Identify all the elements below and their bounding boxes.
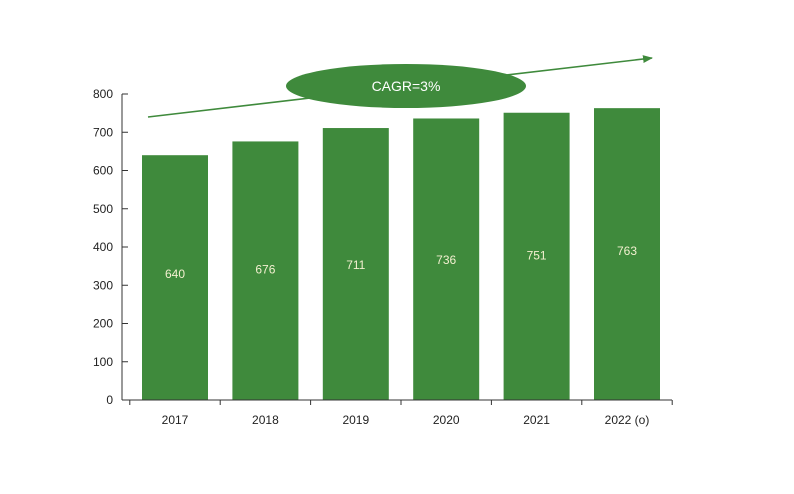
bar-value-label: 711 [346, 258, 365, 272]
x-tick-label: 2022 (o) [605, 413, 650, 427]
y-tick-label: 500 [93, 202, 113, 216]
value-labels-group: 640 676 711 736 751 763 [165, 244, 637, 281]
y-tick-label: 400 [93, 240, 113, 254]
y-tick-label: 0 [106, 393, 113, 407]
bar-value-label: 676 [255, 262, 275, 276]
bar-2019 [322, 128, 389, 401]
y-tick-label: 700 [93, 125, 113, 139]
bar-value-label: 736 [436, 253, 456, 267]
x-tick-label: 2020 [433, 413, 460, 427]
bar-value-label: 640 [165, 267, 185, 281]
y-tick-label: 800 [93, 87, 113, 101]
bar-2021 [503, 112, 570, 401]
cagr-label: CAGR=3% [372, 78, 441, 94]
y-axis-ticks: 0 100 200 300 400 500 600 700 800 [93, 87, 128, 407]
x-tick-label: 2019 [342, 413, 369, 427]
bar-2022-o [594, 108, 660, 401]
bar-value-label: 763 [617, 244, 637, 258]
bars-group [142, 108, 660, 401]
cagr-annotation: CAGR=3% [147, 55, 653, 118]
y-tick-label: 100 [93, 355, 113, 369]
x-tick-label: 2017 [162, 413, 189, 427]
bar-2018 [232, 141, 299, 400]
cagr-ellipse [286, 64, 526, 108]
x-tick-label: 2021 [523, 413, 550, 427]
x-axis-ticks: 2017 2018 2019 2020 2021 2022 (o) [129, 400, 673, 427]
y-tick-label: 600 [93, 164, 113, 178]
y-tick-label: 300 [93, 278, 113, 292]
y-tick-label: 200 [93, 317, 113, 331]
bar-2017 [142, 155, 208, 400]
bar-value-label: 751 [527, 249, 547, 263]
bar-2020 [413, 118, 480, 400]
x-tick-label: 2018 [252, 413, 279, 427]
